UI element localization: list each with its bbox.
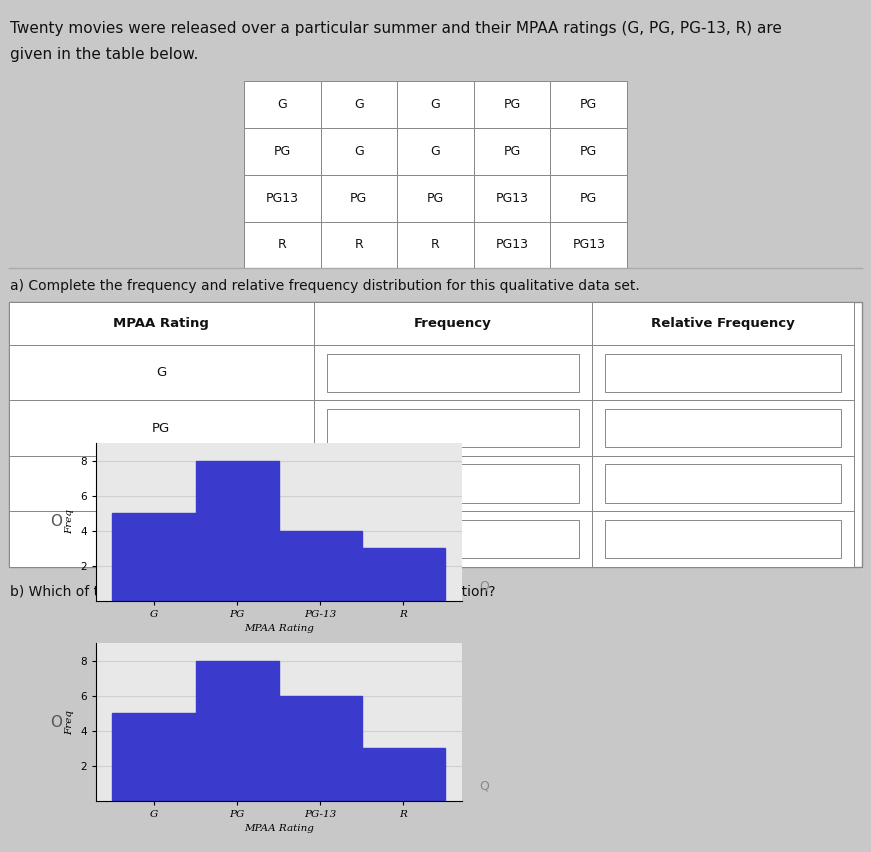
X-axis label: MPAA Rating: MPAA Rating — [244, 625, 314, 633]
Text: R: R — [278, 239, 287, 251]
Bar — [9, 302, 314, 345]
X-axis label: MPAA Rating: MPAA Rating — [244, 825, 314, 833]
Text: b) Which of the following is the correct histogram for the distribution?: b) Which of the following is the correct… — [10, 585, 496, 599]
Bar — [112, 513, 196, 601]
Text: MPAA Rating: MPAA Rating — [113, 317, 209, 331]
Bar — [474, 175, 550, 222]
Text: PG: PG — [273, 145, 291, 158]
Text: O: O — [51, 715, 63, 729]
Bar — [592, 302, 854, 345]
Bar — [474, 222, 550, 268]
Bar — [397, 222, 474, 268]
Bar — [474, 128, 550, 175]
Text: PG-13: PG-13 — [141, 477, 181, 490]
Bar — [196, 661, 279, 801]
Bar — [321, 175, 397, 222]
Bar — [314, 511, 592, 567]
Bar — [112, 713, 196, 801]
Text: G: G — [277, 98, 287, 111]
Bar — [279, 696, 361, 801]
Bar — [279, 531, 361, 601]
Bar — [605, 520, 841, 558]
Bar — [9, 345, 314, 400]
Bar — [550, 81, 627, 128]
Bar — [592, 511, 854, 567]
Text: given in the table below.: given in the table below. — [10, 47, 199, 62]
Text: PG: PG — [580, 98, 598, 111]
Bar — [397, 81, 474, 128]
Text: PG13: PG13 — [266, 192, 299, 204]
Text: R: R — [431, 239, 440, 251]
Text: G: G — [430, 98, 441, 111]
Bar — [244, 128, 321, 175]
Bar — [321, 81, 397, 128]
Text: PG13: PG13 — [572, 239, 605, 251]
Bar — [605, 409, 841, 447]
Bar — [9, 511, 314, 567]
Bar — [397, 128, 474, 175]
Bar — [361, 548, 445, 601]
Bar — [314, 400, 592, 456]
Text: PG13: PG13 — [496, 192, 529, 204]
Text: PG: PG — [427, 192, 444, 204]
Text: PG: PG — [152, 422, 170, 435]
Text: Q: Q — [479, 780, 489, 792]
Y-axis label: Freq: Freq — [65, 710, 75, 734]
Bar — [196, 461, 279, 601]
Text: PG13: PG13 — [496, 239, 529, 251]
Bar — [592, 456, 854, 511]
Text: G: G — [354, 98, 364, 111]
Y-axis label: Freq: Freq — [65, 509, 75, 534]
Text: Q: Q — [479, 579, 489, 592]
Bar — [314, 456, 592, 511]
Text: Twenty movies were released over a particular summer and their MPAA ratings (G, : Twenty movies were released over a parti… — [10, 21, 782, 37]
Bar — [244, 175, 321, 222]
Bar — [592, 345, 854, 400]
Bar — [361, 748, 445, 801]
Text: PG: PG — [503, 98, 521, 111]
Bar — [550, 128, 627, 175]
Bar — [327, 464, 579, 503]
Bar — [244, 222, 321, 268]
Bar — [314, 345, 592, 400]
Bar — [592, 400, 854, 456]
Bar — [550, 222, 627, 268]
Text: PG: PG — [503, 145, 521, 158]
Text: R: R — [354, 239, 363, 251]
Text: a) Complete the frequency and relative frequency distribution for this qualitati: a) Complete the frequency and relative f… — [10, 279, 640, 292]
Bar — [321, 128, 397, 175]
Text: Frequency: Frequency — [414, 317, 492, 331]
Text: G: G — [354, 145, 364, 158]
Bar — [605, 354, 841, 392]
Text: PG: PG — [580, 192, 598, 204]
Bar — [327, 354, 579, 392]
Bar — [9, 302, 862, 567]
Text: Relative Frequency: Relative Frequency — [651, 317, 795, 331]
Bar — [474, 81, 550, 128]
Text: G: G — [430, 145, 441, 158]
Text: R: R — [157, 532, 165, 545]
Bar — [327, 520, 579, 558]
Bar — [397, 175, 474, 222]
Bar — [550, 175, 627, 222]
Bar — [314, 302, 592, 345]
Bar — [605, 464, 841, 503]
Bar — [244, 81, 321, 128]
Bar — [327, 409, 579, 447]
Text: G: G — [156, 366, 166, 379]
Bar — [9, 456, 314, 511]
Text: O: O — [51, 515, 63, 529]
Text: PG: PG — [580, 145, 598, 158]
Text: PG: PG — [350, 192, 368, 204]
Bar — [9, 400, 314, 456]
Bar — [321, 222, 397, 268]
